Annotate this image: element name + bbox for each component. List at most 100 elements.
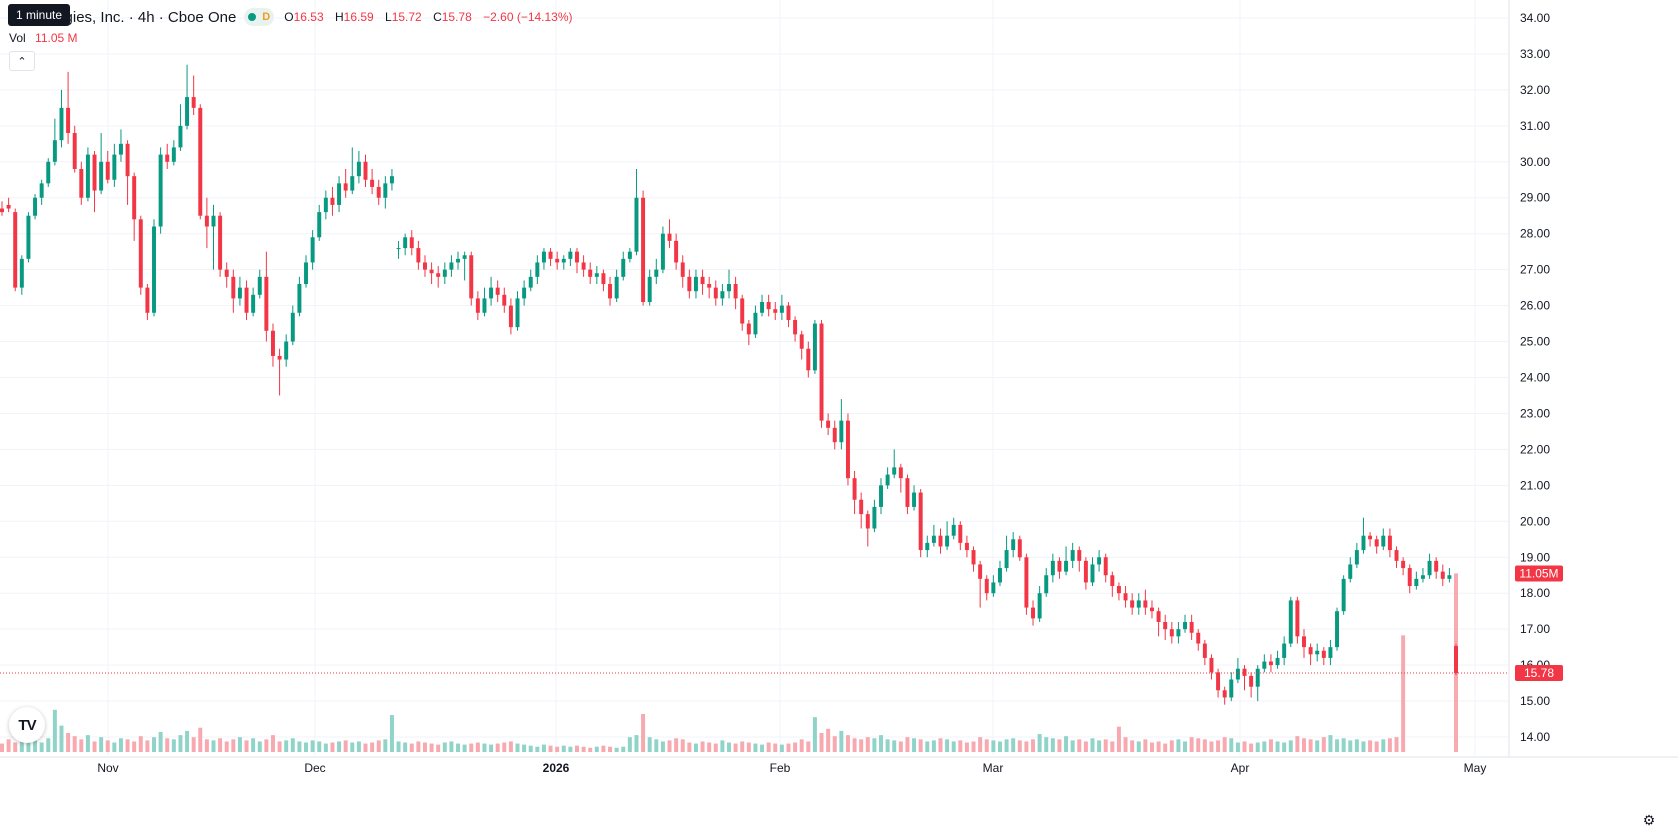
price-tick-label: 24.00 [1520,371,1550,385]
volume-bar [667,740,672,752]
candle-body [79,168,84,198]
volume-bar [991,740,996,752]
volume-bar [125,739,130,752]
price-tick-label: 20.00 [1520,514,1550,528]
volume-bar [185,730,190,752]
candle-body [6,204,11,209]
price-tick-label: 33.00 [1520,47,1550,61]
volume-value: 11.05 M [35,31,78,45]
volume-bar [819,733,824,752]
candle-body [1288,600,1293,644]
open-value: 16.53 [293,10,324,24]
time-tick-label: May [1464,761,1487,775]
volume-bars [0,573,1458,752]
candle-body [931,535,936,543]
volume-bar [925,741,930,752]
volume-bar [1321,737,1326,752]
candle-body [1163,621,1168,630]
volume-bar [1275,741,1280,752]
candle-body [317,212,322,238]
candle-body [991,582,996,594]
market-status[interactable]: D [244,8,275,26]
candle-body [984,578,989,594]
volume-bar [654,739,659,752]
candle-body [1077,550,1082,561]
candle-body [522,287,527,299]
candle-body [1070,550,1075,561]
volume-bar [376,740,381,752]
candle-body [330,197,335,205]
candle-body [826,420,831,428]
candle-body [892,467,897,475]
candle-body [647,276,652,302]
volume-bar [1064,736,1069,752]
candle-body [383,183,388,198]
volume-bar [852,738,857,752]
price-tick-label: 30.00 [1520,155,1550,169]
candle-body [462,255,467,259]
gear-icon[interactable]: ⚙ [1642,812,1656,828]
candle-body [72,133,77,169]
volume-bar [641,714,646,752]
volume-bar [1103,739,1108,752]
volume-bar [951,741,956,752]
candle-body [1447,575,1452,579]
candle-body [779,305,784,313]
candle-body [145,287,150,313]
volume-bar [244,740,249,752]
volume-label[interactable]: Vol [9,31,26,45]
volume-bar [85,735,90,752]
candle-body [1222,690,1227,698]
candle-body [1209,657,1214,673]
candle-body [396,248,401,250]
candle-body [1037,593,1042,619]
candle-body [118,143,123,155]
volume-bar [898,741,903,752]
volume-bar [409,743,414,752]
price-axis[interactable]: 14.0015.0016.0017.0018.0019.0020.0021.00… [1508,0,1563,757]
volume-bar [237,737,242,752]
volume-bar [1202,739,1207,752]
volume-bar [1381,739,1386,752]
volume-bar [1335,739,1340,752]
volume-bar [1374,741,1379,752]
candle-body [1407,568,1412,587]
candle-body [1255,668,1260,687]
data-delay-badge: D [262,11,271,23]
candle-body [429,269,434,274]
price-tick-label: 21.00 [1520,478,1550,492]
volume-bar [1235,742,1240,752]
volume-bar [1156,741,1161,752]
collapse-legend-button[interactable]: ⌃ [9,51,35,71]
candle-body [1169,629,1174,637]
price-tick-label: 27.00 [1520,263,1550,277]
volume-bar [416,741,421,752]
volume-bar [760,744,765,752]
volume-bar [793,742,798,752]
volume-bar [938,738,943,752]
time-axis[interactable]: Nov Dec 2026 Feb Mar Apr May [0,756,1678,775]
price-tick-label: 28.00 [1520,227,1550,241]
candle-body [1341,578,1346,612]
tradingview-logo[interactable]: TV [9,707,45,743]
volume-bar [66,733,71,752]
candle-body [614,276,619,299]
volume-bar [608,746,613,752]
volume-bar [198,727,203,752]
volume-bar [515,743,520,752]
candle-body [832,427,837,443]
candle-body [680,262,685,277]
candle-body [416,248,421,263]
volume-bar [304,742,309,752]
candle-body [575,251,579,263]
candle-body [740,298,745,324]
volume-bar [528,745,533,752]
candle-body [1387,535,1392,551]
volume-bar [1268,739,1273,752]
candle-body [667,233,672,241]
time-tick-label: 2026 [543,761,570,775]
volume-bar [1255,742,1260,752]
volume-bar [1044,737,1049,752]
candle-body [727,284,731,292]
